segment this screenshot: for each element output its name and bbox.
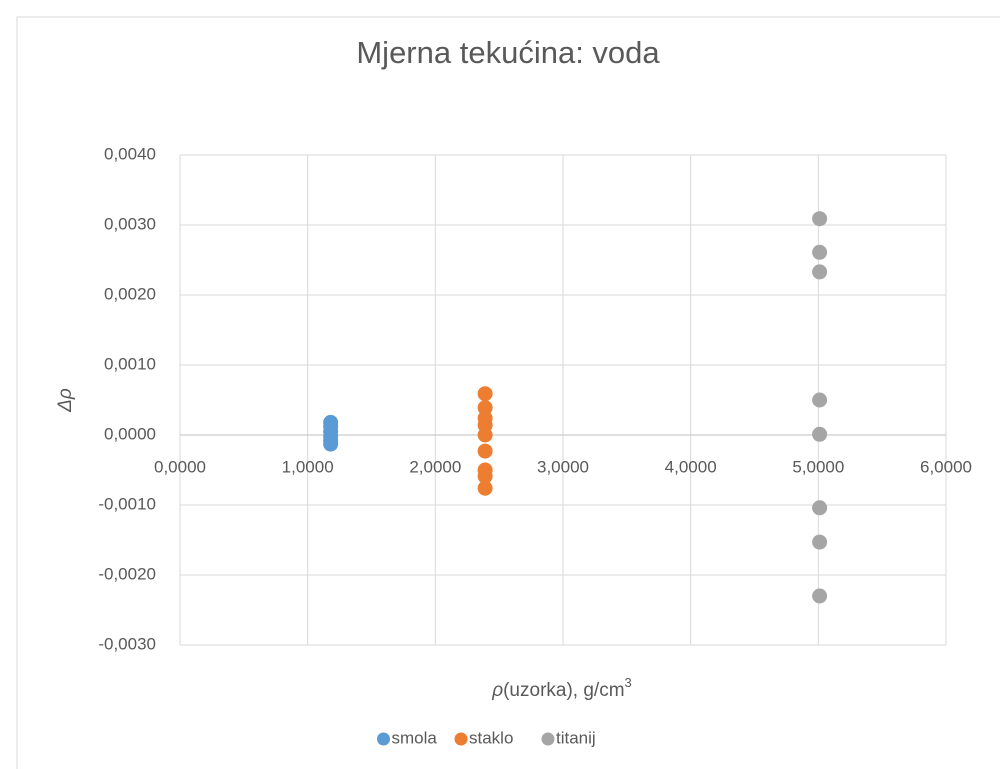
- point: [812, 392, 828, 408]
- y-tick-label: 0,0000: [104, 424, 156, 443]
- x-label-text: (uzorka), g/cm: [503, 680, 624, 701]
- y-tick-label: 0,0010: [104, 354, 156, 373]
- x-tick-label: 1,0000: [282, 457, 334, 476]
- point: [477, 386, 493, 402]
- point: [812, 264, 828, 280]
- point: [812, 588, 828, 604]
- x-axis-label: ρ(uzorka), g/cm3: [491, 675, 632, 701]
- point: [812, 500, 828, 516]
- y-tick-label: -0,0030: [98, 634, 156, 653]
- point: [477, 443, 493, 459]
- chart-frame: [16, 16, 1000, 769]
- point: [812, 534, 828, 550]
- legend-label: smola: [392, 728, 438, 747]
- x-tick-label: 5,0000: [792, 457, 844, 476]
- y-tick-label: 0,0040: [104, 144, 156, 163]
- point: [477, 468, 493, 484]
- point: [477, 400, 493, 416]
- legend-marker: [541, 732, 555, 746]
- x-tick-label: 3,0000: [537, 457, 589, 476]
- legend-marker: [377, 732, 390, 746]
- x-tick-label: 2,0000: [409, 457, 461, 476]
- y-tick-label: -0,0020: [98, 564, 156, 583]
- y-tick-label: -0,0010: [98, 494, 156, 513]
- point: [812, 211, 828, 227]
- x-label-symbol: ρ: [491, 680, 503, 701]
- y-tick-label: 0,0020: [104, 284, 156, 303]
- point: [323, 436, 339, 452]
- point: [812, 244, 828, 260]
- x-tick-label: 4,0000: [665, 457, 717, 476]
- point: [477, 480, 493, 496]
- x-label-sup: 3: [625, 675, 632, 690]
- y-axis-label: Δρ: [55, 388, 76, 413]
- point: [477, 427, 493, 443]
- point: [812, 426, 828, 442]
- x-tick-label: 0,0000: [154, 457, 206, 476]
- y-tick-label: 0,0030: [104, 214, 156, 233]
- legend-marker: [454, 732, 468, 746]
- x-tick-label: 6,0000: [920, 457, 972, 476]
- legend-label: titanij: [556, 728, 596, 747]
- legend-label: staklo: [469, 728, 513, 747]
- chart-title: Mjerna tekućina: voda: [356, 35, 660, 70]
